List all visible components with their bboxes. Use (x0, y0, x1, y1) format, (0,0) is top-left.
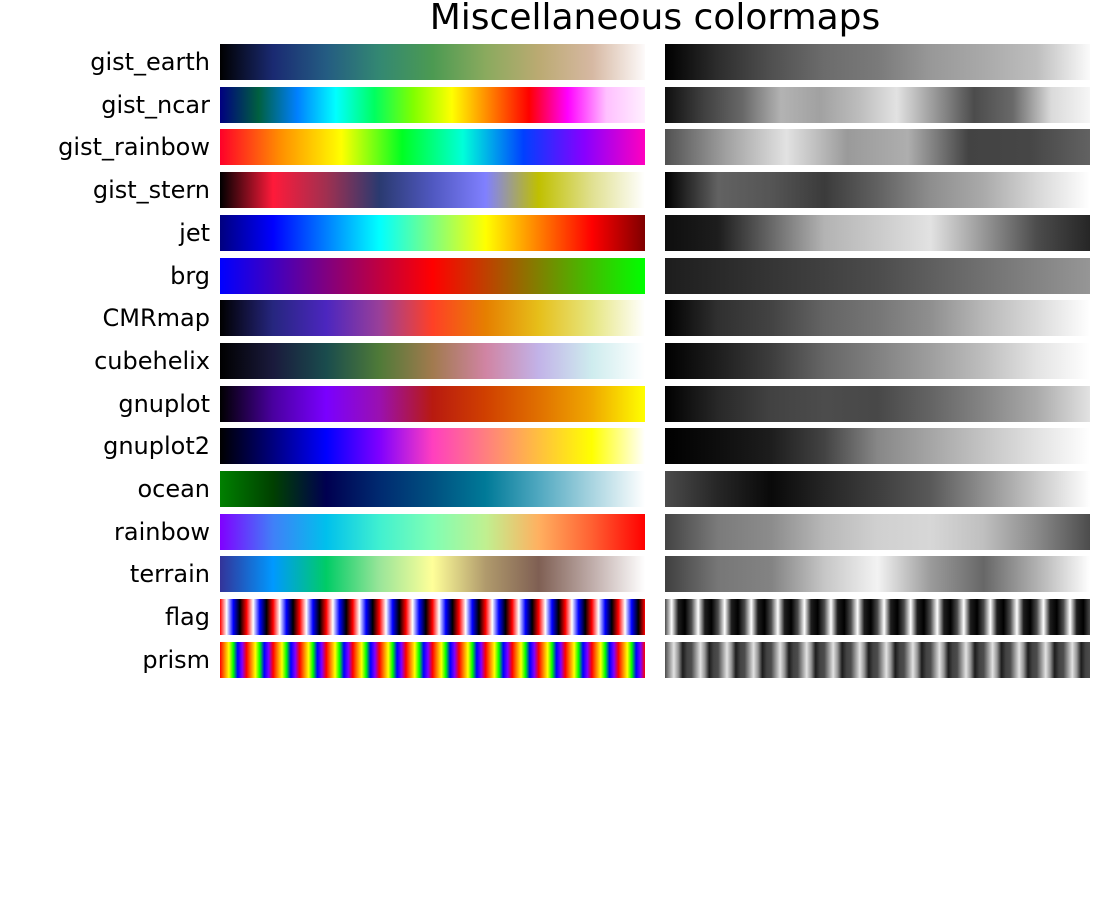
colormap-bar-color (220, 257, 645, 294)
colormap-label: ocean (137, 475, 210, 503)
colormap-label: rainbow (114, 517, 210, 546)
colormap-bar-color (220, 342, 645, 379)
colormap-bar-color (220, 428, 645, 465)
colormap-bar-grayscale (665, 385, 1090, 422)
colormap-label: gist_earth (90, 48, 210, 76)
colormap-bar-color (220, 513, 645, 550)
colormap-bar-grayscale (665, 556, 1090, 593)
colormap-label: gist_ncar (101, 90, 210, 119)
colormap-bar-color (220, 599, 645, 636)
colormap-label: gnuplot2 (103, 432, 210, 461)
colormap-bar-grayscale (665, 214, 1090, 251)
chart-title: Miscellaneous colormaps (429, 0, 881, 38)
colormap-bar-grayscale (665, 129, 1090, 166)
colormap-bar-grayscale (665, 599, 1090, 636)
colormap-bar-grayscale (665, 342, 1090, 379)
colormap-label: terrain (129, 560, 210, 589)
colormap-label: cubehelix (94, 346, 210, 375)
colormap-bar-grayscale (665, 300, 1090, 337)
colormap-bar-color (220, 86, 645, 123)
colormap-bar-color (220, 641, 645, 678)
colormap-label: gnuplot (118, 389, 210, 418)
colormap-bar-color (220, 172, 645, 209)
colormap-label: prism (142, 645, 210, 674)
colormap-bar-grayscale (665, 172, 1090, 209)
colormap-bar-color (220, 129, 645, 166)
colormap-label: CMRmap (102, 304, 210, 333)
colormap-label: flag (164, 603, 210, 632)
colormap-label: gist_stern (92, 176, 210, 205)
colormap-bar-grayscale (665, 44, 1090, 80)
colormap-bar-grayscale (665, 641, 1090, 678)
colormap-bar-grayscale (665, 513, 1090, 550)
colormap-bar-grayscale (665, 428, 1090, 465)
colormap-label: gist_rainbow (58, 133, 210, 162)
colormap-bar-grayscale (665, 86, 1090, 123)
colormap-bar-color (220, 214, 645, 251)
colormap-bar-color (220, 556, 645, 593)
colormap-bar-color (220, 44, 645, 80)
colormap-bar-grayscale (665, 471, 1090, 507)
colormap-bar-grayscale (665, 257, 1090, 294)
colormap-label: brg (170, 261, 210, 290)
colormap-bar-color (220, 385, 645, 422)
colormap-label: jet (179, 218, 210, 247)
colormap-bar-color (220, 471, 645, 507)
colormap-bar-color (220, 300, 645, 337)
